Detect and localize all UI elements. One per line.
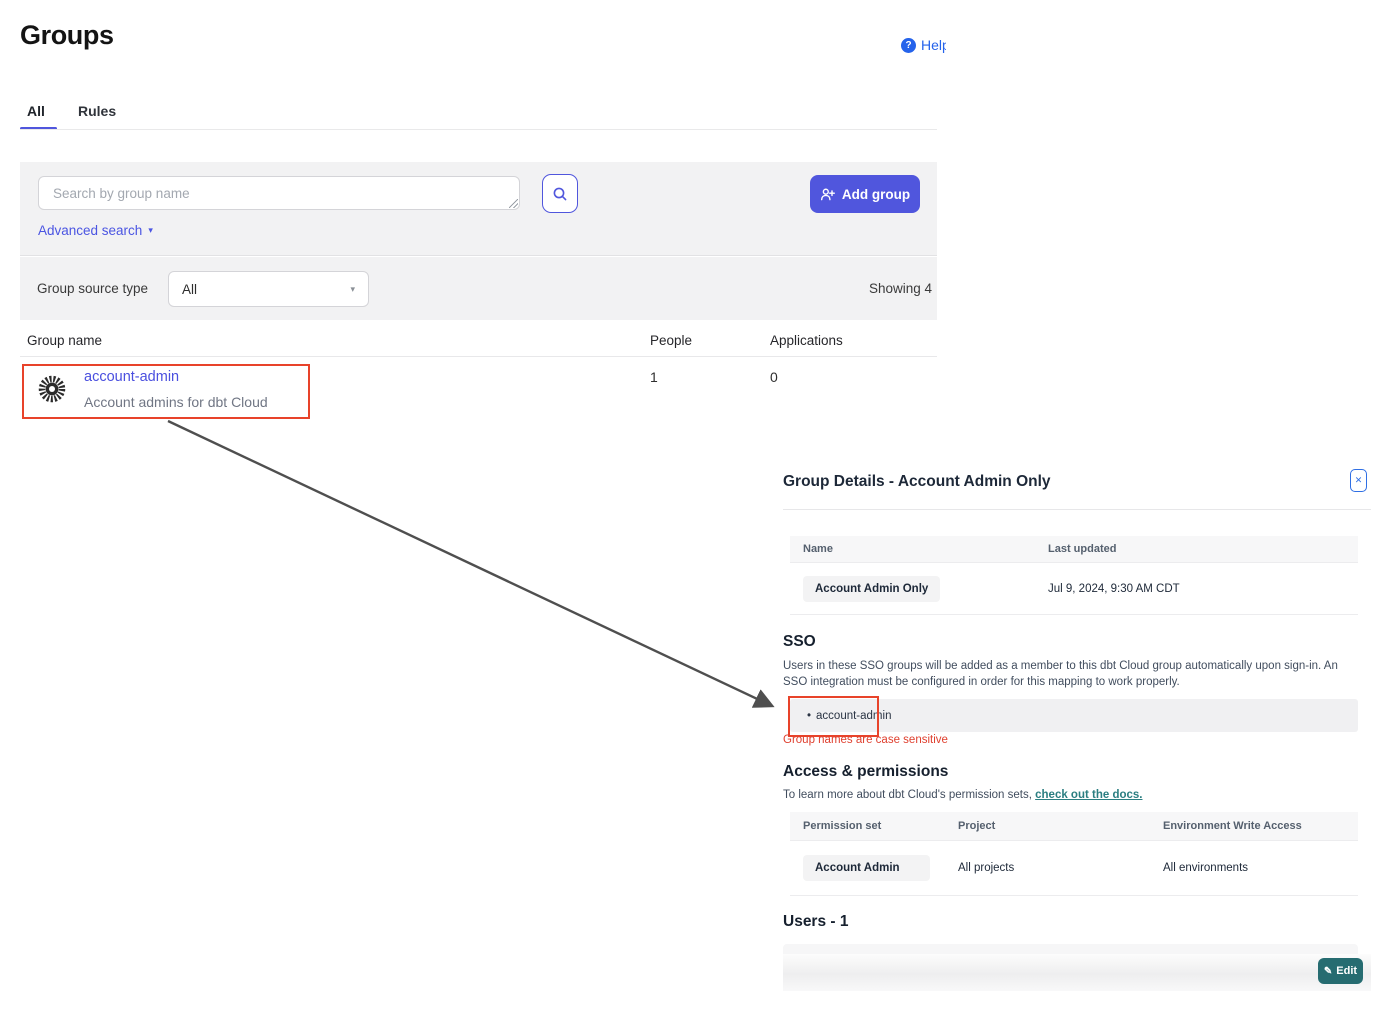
search-icon [552, 186, 568, 202]
add-group-button[interactable]: Add group [810, 175, 920, 213]
column-header-last-updated: Last updated [1048, 543, 1117, 555]
people-count: 1 [650, 369, 658, 385]
permissions-description: To learn more about dbt Cloud's permissi… [783, 789, 1142, 801]
help-link-label: Help [921, 37, 946, 53]
table-row[interactable]: account-admin Account admins for dbt Clo… [20, 357, 937, 423]
project-value: All projects [958, 862, 1015, 874]
access-permissions-heading: Access & permissions [783, 763, 949, 780]
column-header-applications: Applications [770, 333, 843, 348]
help-link[interactable]: ? Help [901, 37, 946, 53]
case-sensitive-warning: Group names are case sensitive [783, 734, 948, 746]
pencil-icon: ✎ [1323, 965, 1333, 977]
edit-button-label: Edit [1336, 965, 1358, 977]
column-header-name: Name [803, 543, 833, 555]
tab-all[interactable]: All [27, 103, 45, 119]
caret-down-icon: ▾ [350, 283, 355, 294]
users-table-top [783, 944, 1358, 956]
filter-panel [20, 257, 937, 320]
search-input[interactable] [38, 176, 520, 210]
close-icon: ✕ [1354, 475, 1363, 485]
sso-heading: SSO [783, 633, 816, 650]
group-source-type-label: Group source type [37, 281, 149, 296]
tabs-divider [20, 129, 937, 130]
last-updated-value: Jul 9, 2024, 9:30 AM CDT [1048, 582, 1180, 595]
group-details-title: Group Details - Account Admin Only [783, 473, 1051, 490]
column-header-project: Project [958, 820, 996, 832]
permission-set-badge: Account Admin [803, 855, 930, 881]
add-group-label: Add group [841, 186, 911, 202]
add-user-icon [820, 187, 835, 202]
bullet-icon: • [807, 709, 812, 722]
column-header-environment-write-access: Environment Write Access [1163, 820, 1302, 832]
tab-rules[interactable]: Rules [78, 103, 117, 119]
environment-value: All environments [1163, 862, 1249, 874]
applications-count: 0 [770, 369, 778, 385]
advanced-search-link[interactable]: Advanced search ▾ [38, 223, 153, 238]
edit-button[interactable]: ✎ Edit [1318, 958, 1363, 984]
docs-link[interactable]: check out the docs. [1035, 789, 1143, 801]
resize-handle-icon[interactable] [509, 199, 518, 208]
group-name-table: Name Last updated Account Admin Only Jul… [790, 536, 1358, 615]
sso-group-name: account-admin [816, 709, 892, 722]
sso-description: Users in these SSO groups will be added … [783, 660, 1338, 688]
showing-count: Showing 4 [868, 281, 932, 296]
page-title: Groups [20, 20, 114, 50]
active-tab-underline [20, 127, 57, 130]
column-header-permission-set: Permission set [803, 820, 882, 832]
search-button[interactable] [542, 174, 578, 213]
group-source-select[interactable]: All ▾ [168, 271, 369, 307]
advanced-search-label: Advanced search [38, 223, 143, 238]
panel-footer [783, 954, 1371, 991]
users-heading: Users - 1 [783, 913, 849, 930]
help-icon: ? [901, 37, 916, 53]
group-source-selected-value: All [182, 281, 198, 297]
dbt-group-icon [38, 375, 66, 403]
column-header-people: People [650, 333, 693, 348]
group-name-badge: Account Admin Only [803, 575, 941, 602]
panel-divider [783, 509, 1371, 510]
caret-down-icon: ▾ [148, 225, 153, 235]
group-description: Account admins for dbt Cloud [84, 394, 268, 410]
table-header-divider [20, 356, 937, 357]
permissions-table: Permission set Project Environment Write… [790, 812, 1358, 896]
group-name-link[interactable]: account-admin [84, 369, 180, 385]
column-header-group-name: Group name [27, 333, 103, 348]
permissions-description-text: To learn more about dbt Cloud's permissi… [783, 789, 1036, 801]
sso-group-item: • account-admin [790, 699, 1358, 732]
close-button[interactable]: ✕ [1350, 469, 1367, 492]
